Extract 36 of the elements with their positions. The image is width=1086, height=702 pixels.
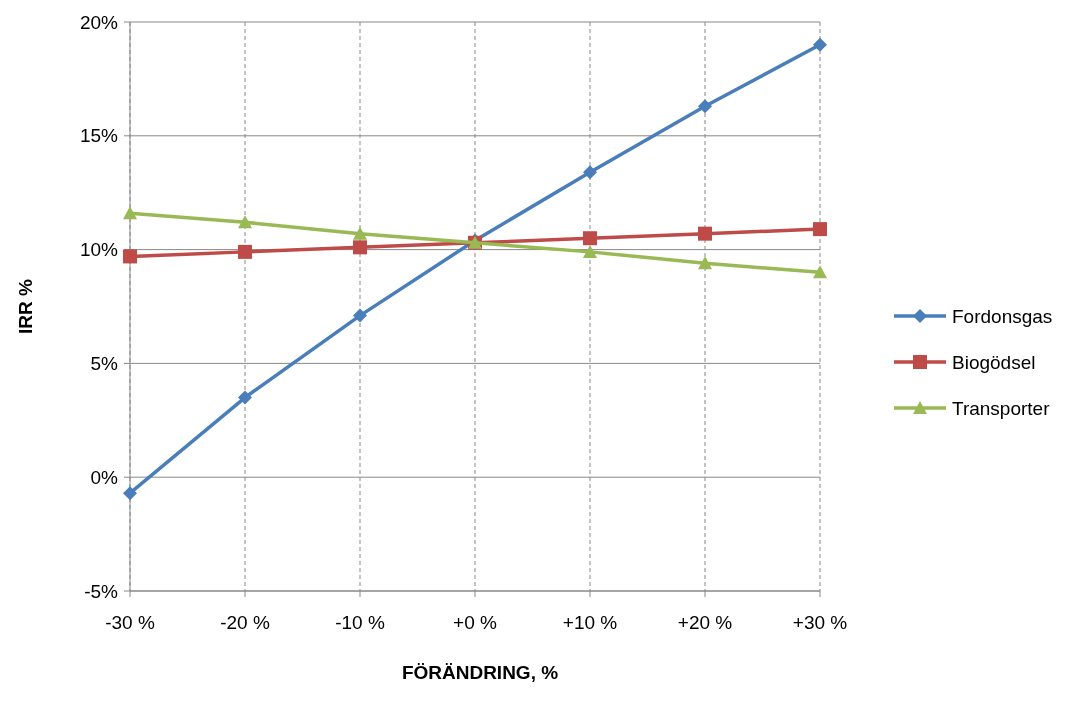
point	[238, 244, 252, 259]
y-tick-label: 15%	[79, 125, 119, 147]
y-tick-label: -5%	[84, 580, 119, 602]
x-tick-label: +30 %	[792, 612, 848, 633]
point	[583, 231, 597, 246]
point	[583, 165, 597, 180]
point	[353, 226, 367, 240]
point	[583, 244, 597, 258]
y-tick-label: 10%	[79, 239, 119, 261]
point	[813, 222, 827, 237]
x-tick-label: -10 %	[335, 612, 385, 633]
point	[353, 308, 367, 323]
point	[698, 226, 712, 241]
point	[238, 215, 252, 229]
x-tick-label: -30 %	[105, 612, 155, 633]
point	[238, 390, 252, 405]
point	[698, 256, 712, 270]
point	[123, 206, 137, 220]
y-axis-title: IRR %	[15, 278, 36, 334]
y-tick-label: 0%	[90, 466, 119, 488]
legend-label: Fordonsgas	[952, 305, 1053, 327]
point	[813, 265, 827, 279]
legend-label: Transporter	[952, 397, 1051, 419]
x-tick-label: -20 %	[220, 612, 270, 633]
point	[698, 99, 712, 114]
legend-label: Biogödsel	[952, 351, 1036, 373]
point	[123, 249, 137, 264]
x-tick-label: +10 %	[562, 612, 618, 633]
y-tick-label: 5%	[90, 353, 119, 375]
point	[813, 37, 827, 52]
x-axis-title: FÖRÄNDRING, %	[401, 662, 559, 683]
x-tick-label: +20 %	[677, 612, 733, 633]
point	[123, 486, 137, 501]
y-tick-label: 20%	[79, 11, 119, 33]
x-tick-label: +0 %	[453, 612, 498, 633]
point	[353, 240, 367, 255]
